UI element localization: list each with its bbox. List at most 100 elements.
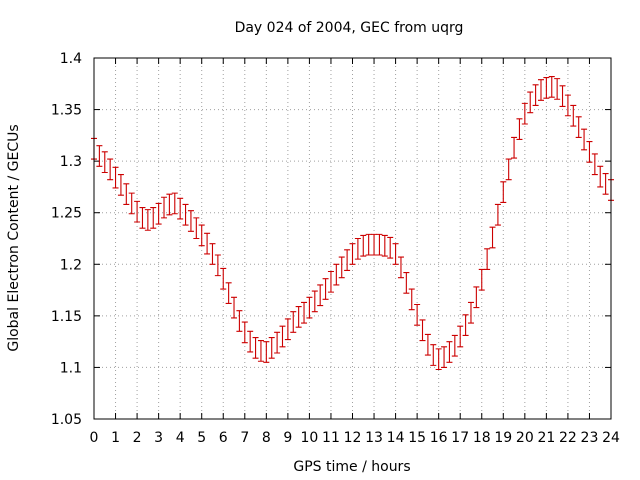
error-bar-point: [182, 203, 189, 226]
error-bar-point: [322, 278, 329, 300]
error-bar-point: [602, 172, 609, 195]
x-tick-label: 22: [559, 430, 577, 446]
y-tick-label: 1.3: [60, 154, 82, 170]
error-bar-point: [554, 78, 561, 100]
x-tick-label: 5: [197, 430, 206, 446]
error-bar-point: [144, 209, 151, 231]
error-bar-point: [414, 303, 421, 326]
error-bar-point: [381, 234, 388, 257]
error-bar-point: [570, 104, 577, 127]
error-bar-point: [177, 197, 184, 220]
error-bar-point: [171, 192, 178, 215]
error-bar-point: [225, 282, 232, 305]
x-tick-label: 2: [133, 430, 142, 446]
error-bar-point: [139, 207, 146, 229]
error-bar-point: [424, 333, 431, 356]
error-bar-point: [214, 254, 221, 277]
x-tick-label: 14: [387, 430, 405, 446]
error-bar-point: [134, 200, 141, 223]
gec-series: [91, 76, 614, 371]
error-bar-point: [284, 318, 291, 341]
error-bar-point: [257, 340, 264, 362]
y-tick-label: 1.1: [60, 360, 82, 376]
error-bar-point: [435, 348, 442, 371]
error-bar-point: [457, 325, 464, 348]
error-bar-point: [317, 284, 324, 307]
error-bar-point: [241, 321, 248, 344]
error-bar-point: [349, 243, 356, 265]
y-tick-labels: 1.05 1.1 1.15 1.2 1.25 1.3 1.35 1.4: [51, 51, 82, 428]
x-tick-label: 0: [90, 430, 99, 446]
error-bar-point: [295, 306, 302, 328]
error-bar-point: [527, 91, 534, 114]
x-tick-label: 16: [430, 430, 448, 446]
x-tick-label: 4: [176, 430, 185, 446]
error-bar-point: [279, 325, 286, 348]
error-bar-point: [220, 267, 227, 290]
error-bar-point: [462, 314, 469, 337]
error-bar-point: [101, 151, 108, 174]
x-tick-label: 17: [451, 430, 469, 446]
x-tick-label: 19: [494, 430, 512, 446]
error-bar-point: [430, 344, 437, 366]
error-bar-point: [290, 311, 297, 333]
error-bar-point: [371, 233, 378, 256]
x-tick-label: 7: [240, 430, 249, 446]
y-tick-label: 1.25: [51, 206, 82, 222]
x-tick-label: 1: [111, 430, 120, 446]
error-bar-point: [252, 336, 259, 359]
error-bar-point: [537, 79, 544, 101]
error-bar-point: [123, 183, 130, 206]
x-tick-label: 6: [219, 430, 228, 446]
x-tick-label: 12: [344, 430, 362, 446]
error-bar-point: [231, 296, 238, 319]
error-bar-point: [187, 210, 194, 232]
error-bar-point: [467, 301, 474, 324]
error-bar-point: [247, 330, 254, 353]
error-bar-point: [128, 192, 135, 215]
x-tick-label: 13: [365, 430, 383, 446]
x-tick-label: 11: [322, 430, 340, 446]
error-bar-point: [478, 268, 485, 291]
x-tick-label: 10: [301, 430, 319, 446]
error-bar-point: [301, 301, 308, 324]
error-bar-point: [274, 331, 281, 354]
error-bar-point: [236, 310, 243, 332]
plot-frame: [93, 57, 612, 420]
error-bar-point: [107, 158, 114, 181]
error-bar-point: [392, 243, 399, 265]
error-bar-point: [311, 290, 318, 313]
error-bar-point: [575, 116, 582, 138]
error-bar-point: [166, 193, 173, 216]
error-bar-point: [198, 224, 205, 247]
y-tick-label: 1.35: [51, 103, 82, 119]
x-tick-label: 21: [537, 430, 555, 446]
error-bar-point: [408, 288, 415, 311]
error-bar-point: [161, 196, 168, 219]
error-bar-point: [581, 128, 588, 151]
error-bar-point: [559, 85, 566, 108]
error-bar-point: [327, 270, 334, 293]
error-bar-point: [494, 203, 501, 226]
error-bar-point: [397, 256, 404, 279]
error-bar-point: [333, 263, 340, 286]
error-bar-point: [365, 233, 372, 256]
y-tick-label: 1.15: [51, 309, 82, 325]
error-bar-point: [338, 256, 345, 279]
y-axis-label: Global Electron Content / GECUs: [6, 124, 22, 351]
x-tick-label: 20: [516, 430, 534, 446]
error-bar-point: [376, 233, 383, 256]
error-bar-point: [96, 145, 103, 167]
error-bar-point: [591, 153, 598, 176]
error-bar-point: [473, 286, 480, 309]
error-bar-point: [511, 136, 518, 159]
error-bar-point: [403, 271, 410, 294]
y-tick-label: 1.2: [60, 257, 82, 273]
error-bar-point: [354, 237, 361, 260]
error-bar-point: [263, 341, 270, 363]
error-bar-point: [532, 84, 539, 106]
error-bar-point: [521, 102, 528, 125]
error-bar-point: [441, 346, 448, 368]
error-bar-point: [446, 341, 453, 363]
